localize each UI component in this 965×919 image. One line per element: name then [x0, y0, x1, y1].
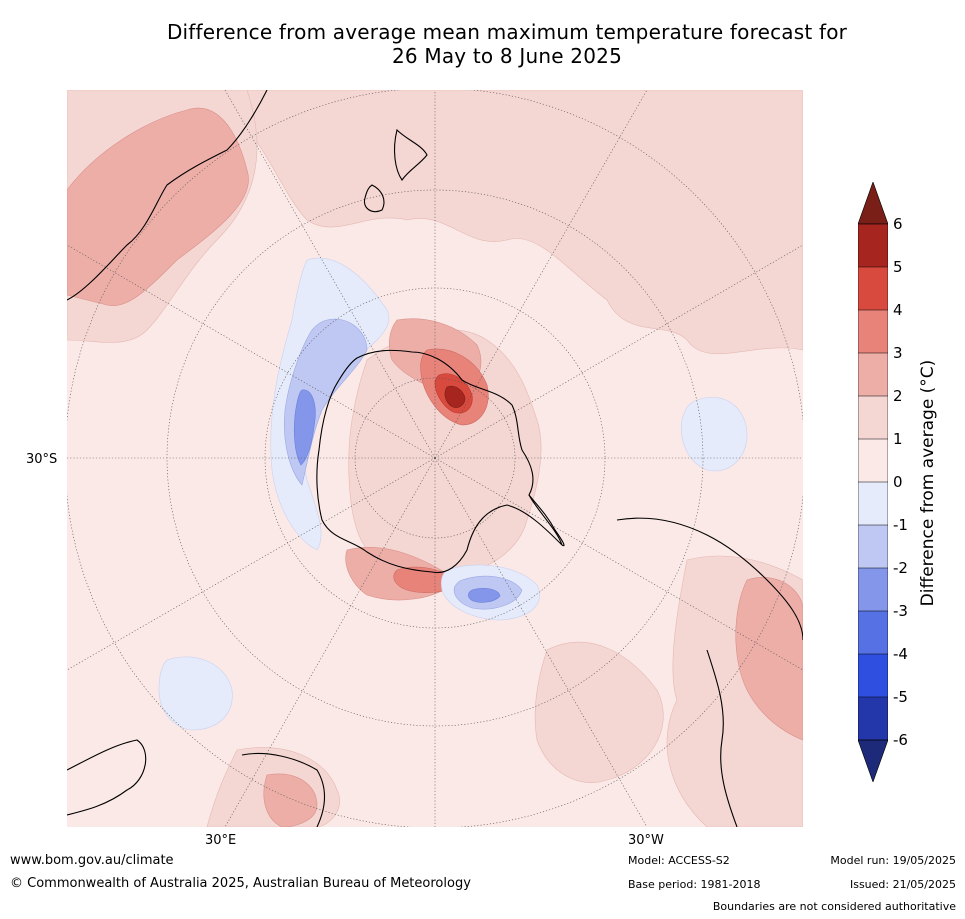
lat-label-30s: 30°S: [26, 452, 58, 467]
cbar-tick-3: 3: [893, 344, 903, 362]
cool-2-3-west: [293, 389, 316, 466]
cool-2-3-south: [468, 588, 501, 603]
africa-coast: [67, 739, 326, 827]
cbar-tick-m2: -2: [893, 559, 908, 577]
cbar-top-triangle: [858, 182, 888, 225]
cbar-band-4-5: [858, 267, 888, 310]
footer-base-period: Base period: 1981-2018: [628, 878, 761, 891]
cool-0-1-atlantic: [158, 656, 233, 731]
footer-website: www.bom.gov.au/climate: [10, 853, 174, 868]
colorbar: [858, 182, 888, 782]
cbar-band-m5-m4: [858, 654, 888, 697]
cbar-band-1-2: [858, 396, 888, 439]
warm-region-southeast: [534, 641, 664, 783]
warm-2-3-nw: [67, 107, 249, 307]
meridian-150e: [224, 90, 436, 459]
footer-copyright: © Commonwealth of Australia 2025, Austra…: [10, 876, 471, 891]
cbar-tick-2: 2: [893, 387, 903, 405]
meridian-120w: [434, 244, 803, 459]
cbar-tick-5: 5: [893, 258, 903, 276]
cbar-band-m3-m2: [858, 568, 888, 611]
cbar-tick-lines: [858, 266, 888, 698]
cbar-band-m1-0: [858, 482, 888, 525]
meridian-30w: [434, 457, 648, 827]
cbar-band-5-6: [858, 224, 888, 267]
title-line-1: Difference from average mean maximum tem…: [166, 20, 848, 44]
meridian-60e: [67, 457, 436, 671]
coastlines: [67, 90, 803, 827]
cbar-tick-m3: -3: [893, 602, 908, 620]
colorbar-title: Difference from average (°C): [918, 359, 938, 607]
cbar-band-m2-m1: [858, 525, 888, 568]
footer-model: Model: ACCESS-S2: [628, 854, 730, 867]
cbar-tick-m5: -5: [893, 688, 908, 706]
warm-2-3-africa: [263, 773, 318, 827]
cool-0-1-east: [681, 397, 748, 472]
meridian-30: [224, 457, 436, 827]
cbar-band-2-3: [858, 353, 888, 396]
anomaly-fill-cool: [158, 257, 748, 731]
cbar-tick-4: 4: [893, 301, 903, 319]
map-title: Difference from average mean maximum tem…: [0, 20, 965, 68]
new-zealand-south: [363, 184, 385, 213]
south-america-coast: [616, 517, 803, 827]
cbar-band-m4-m3: [858, 611, 888, 654]
meridian-60w: [434, 457, 803, 671]
cbar-tick-m6: -6: [893, 731, 908, 749]
cbar-tick-0: 0: [893, 473, 903, 491]
cbar-band-3-4: [858, 310, 888, 353]
warm-region-antarctic: [348, 329, 542, 581]
cbar-tick-m1: -1: [893, 516, 908, 534]
warm-2-3-sa: [735, 577, 803, 741]
antarctic-peninsula: [528, 494, 565, 547]
cbar-outline: [858, 223, 888, 741]
footer-issued: Issued: 21/05/2025: [849, 878, 956, 891]
footer-disclaimer: Boundaries are not considered authoritat…: [712, 900, 956, 913]
footer-model-run: Model run: 19/05/2025: [830, 854, 956, 867]
lon-label-30w: 30°W: [628, 833, 664, 848]
meridian-120e: [67, 244, 436, 459]
warm-region-north: [246, 90, 803, 355]
meridians: [67, 90, 803, 827]
map-svg: [67, 90, 803, 827]
title-line-2: 26 May to 8 June 2025: [391, 44, 623, 68]
australia-coast: [67, 90, 268, 301]
cbar-bottom-triangle: [858, 739, 888, 782]
warm-5-6-core: [444, 385, 466, 408]
meridian-150w: [434, 90, 648, 459]
cbar-band-m6-m5: [858, 697, 888, 740]
cbar-tick-6: 6: [893, 215, 903, 233]
cbar-band-0-1: [858, 439, 888, 482]
antarctica-coast: [316, 349, 563, 574]
new-zealand-north: [393, 128, 428, 181]
cbar-tick-m4: -4: [893, 645, 908, 663]
forecast-map: [67, 90, 803, 827]
lon-label-30e: 30°E: [205, 833, 237, 848]
cbar-tick-1: 1: [893, 430, 903, 448]
